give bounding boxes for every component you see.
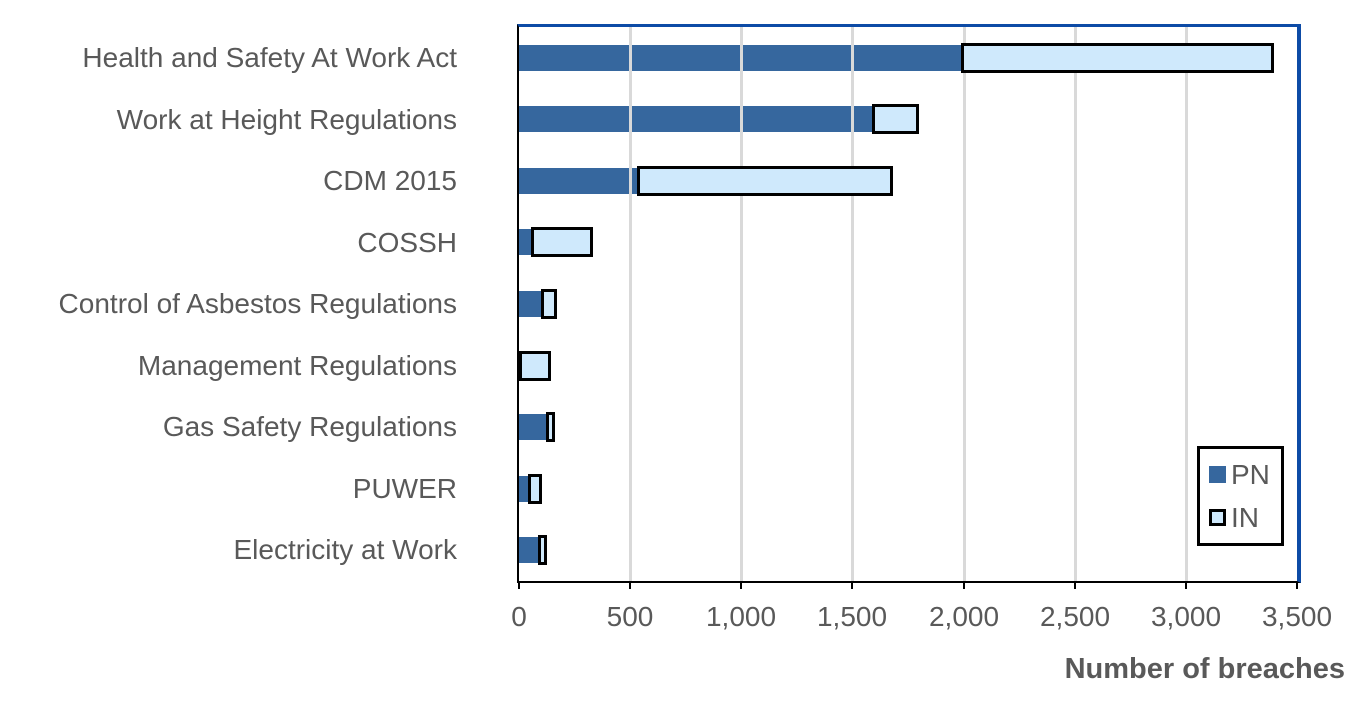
pn-bar-segment xyxy=(519,291,541,317)
x-tick-label: 0 xyxy=(511,601,527,632)
legend-item-in: IN xyxy=(1209,501,1281,533)
in-bar-segment xyxy=(961,43,1274,73)
in-bar-segment xyxy=(872,104,919,134)
in-bar-segment xyxy=(637,166,893,196)
axis-tick xyxy=(629,583,631,589)
gridline xyxy=(1074,27,1077,581)
category-label: Gas Safety Regulations xyxy=(162,411,457,442)
axis-tick xyxy=(518,583,520,589)
in-bar-segment xyxy=(519,351,551,381)
plot-area xyxy=(517,24,1301,583)
legend-label-in: IN xyxy=(1231,501,1259,533)
gridline xyxy=(1185,27,1188,581)
in-bar-segment xyxy=(538,535,547,565)
pn-bar-segment xyxy=(519,537,538,563)
x-tick-label: 1,000 xyxy=(705,601,777,632)
axis-tick xyxy=(963,583,965,589)
axis-tick xyxy=(1185,583,1187,589)
category-label: Work at Height Regulations xyxy=(116,104,457,135)
gridline xyxy=(740,27,743,581)
category-label: COSSH xyxy=(357,227,457,258)
gridline xyxy=(963,27,966,581)
pn-bar-segment xyxy=(519,476,528,502)
category-label: CDM 2015 xyxy=(323,165,457,196)
category-label: Management Regulations xyxy=(137,350,457,381)
plot-inner xyxy=(519,27,1297,581)
x-tick-label: 500 xyxy=(606,601,654,632)
pn-bar-segment xyxy=(519,229,531,255)
legend-label-pn: PN xyxy=(1231,458,1270,490)
category-label: Electricity at Work xyxy=(233,534,457,565)
in-bar-segment xyxy=(528,474,542,504)
pn-swatch-icon xyxy=(1209,466,1226,483)
in-bar-segment xyxy=(541,289,557,319)
in-swatch-icon xyxy=(1209,509,1226,526)
axis-tick xyxy=(1074,583,1076,589)
legend: PN IN xyxy=(1197,446,1284,546)
axis-tick xyxy=(851,583,853,589)
pn-bar-segment xyxy=(519,168,637,194)
axis-tick xyxy=(740,583,742,589)
x-tick-label: 2,500 xyxy=(1039,601,1111,632)
gridline xyxy=(629,27,632,581)
x-tick-label: 1,500 xyxy=(816,601,888,632)
category-label: PUWER xyxy=(352,473,457,504)
in-bar-segment xyxy=(531,227,593,257)
gridline xyxy=(851,27,854,581)
category-label: Control of Asbestos Regulations xyxy=(58,288,457,319)
pn-bar-segment xyxy=(519,106,872,132)
in-bar-segment xyxy=(546,412,555,442)
x-tick-label: 2,000 xyxy=(928,601,1000,632)
x-axis-title: Number of breaches xyxy=(1064,653,1345,685)
x-tick-label: 3,500 xyxy=(1261,601,1333,632)
pn-bar-segment xyxy=(519,414,546,440)
x-tick-label: 3,000 xyxy=(1150,601,1222,632)
legend-item-pn: PN xyxy=(1209,458,1281,490)
category-label: Health and Safety At Work Act xyxy=(82,42,457,73)
axis-tick xyxy=(1296,583,1298,589)
